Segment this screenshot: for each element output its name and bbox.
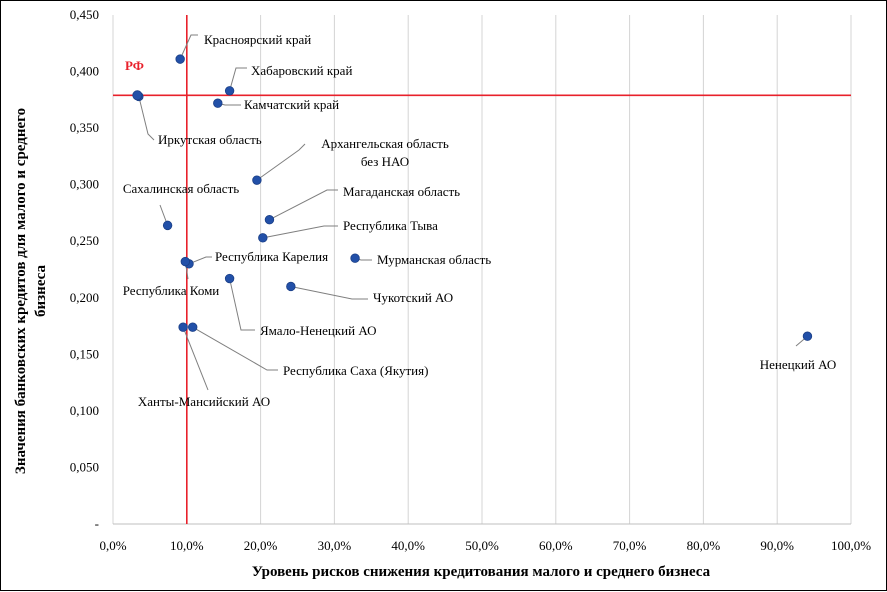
point-label: Ханты-Мансийский АО (138, 394, 270, 409)
leader-line (179, 34, 198, 60)
point-label: Чукотский АО (373, 290, 453, 305)
data-point (264, 215, 275, 225)
x-axis-title: Уровень рисков снижения кредитования мал… (252, 564, 711, 580)
leader-line (138, 96, 155, 141)
reference-point (132, 90, 143, 101)
data-point (213, 98, 223, 108)
y-tick-label: 0,450 (70, 7, 99, 22)
point-label: Республика Карелия (215, 249, 328, 264)
data-point (178, 322, 188, 332)
point-label: Иркутская область (158, 132, 262, 147)
x-tick-label: 90,0% (760, 538, 794, 553)
data-point (175, 54, 185, 64)
reference-label: РФ (125, 58, 144, 73)
y-tick-label: 0,250 (70, 233, 99, 248)
y-tick-label: - (95, 516, 99, 531)
leader-line (229, 67, 247, 91)
y-tick-label: 0,300 (70, 177, 99, 192)
x-tick-label: 70,0% (613, 538, 647, 553)
axis-layer: 0,0% 10,0% 20,0% 30,0% 40,0% 50,0% 60,0% 70,0% 8… (70, 7, 871, 553)
y-tick-label: 0,150 (70, 346, 99, 361)
labels-layer: РФ Красноярский край Хабаровский край Камча… (123, 32, 837, 409)
data-point (252, 175, 262, 185)
y-tick-label: 0,200 (70, 290, 99, 305)
data-point (162, 220, 173, 231)
point-label: Архангельская область без НАО (321, 136, 449, 169)
data-point (224, 86, 235, 96)
point-label: Магаданская область (343, 184, 460, 199)
y-tick-label: 0,400 (70, 64, 99, 79)
leader-line (269, 189, 338, 221)
point-label: Сахалинская область (123, 181, 239, 196)
leader-line (256, 143, 306, 181)
data-point (350, 253, 360, 263)
point-label: Республика Саха (Якутия) (283, 363, 428, 378)
y-axis-title-line2: бизнеса (33, 265, 49, 317)
leader-lines (138, 34, 808, 391)
point-label: Республика Коми (123, 283, 220, 298)
data-point (802, 331, 813, 341)
y-tick-label: 0,350 (70, 120, 99, 135)
x-tick-label: 10,0% (170, 538, 204, 553)
x-tick-label: 60,0% (539, 538, 573, 553)
leader-line (229, 278, 255, 331)
point-label: Мурманская область (377, 252, 491, 267)
leader-line (290, 285, 368, 300)
y-tick-label: 0,100 (70, 403, 99, 418)
x-tick-label: 80,0% (687, 538, 721, 553)
data-point (180, 256, 191, 267)
y-tick-label: 0,050 (70, 459, 99, 474)
point-label: Республика Тыва (343, 218, 438, 233)
grid-layer (112, 15, 852, 524)
x-tick-label: 40,0% (391, 538, 425, 553)
x-tick-label: 30,0% (318, 538, 352, 553)
point-label: Камчатский край (244, 97, 339, 112)
data-point (188, 322, 198, 332)
x-tick-label: 100,0% (831, 538, 871, 553)
y-axis-title-line1: Значения банковских кредитов для малого … (13, 108, 29, 474)
data-point (286, 281, 296, 292)
leader-line (262, 225, 338, 239)
point-label: Хабаровский край (251, 63, 352, 78)
leader-line (188, 256, 212, 265)
x-tick-label: 20,0% (244, 538, 278, 553)
point-label: Ямало-Ненецкий АО (260, 323, 376, 338)
x-tick-label: 0,0% (99, 538, 126, 553)
leader-line (192, 326, 278, 371)
leader-line (182, 327, 209, 391)
points-layer (132, 54, 813, 341)
data-point (224, 273, 235, 284)
point-label: Ненецкий АО (760, 357, 836, 372)
data-point (258, 233, 268, 243)
point-label: Красноярский край (204, 32, 311, 47)
x-tick-label: 50,0% (465, 538, 499, 553)
